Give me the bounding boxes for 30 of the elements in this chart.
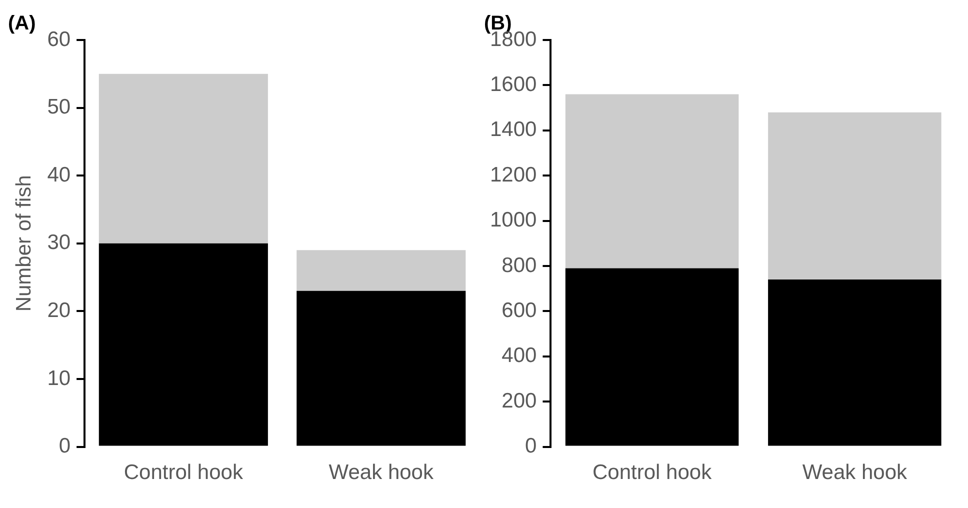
bar — [565, 94, 739, 268]
y-tick-label: 20 — [47, 298, 71, 322]
x-tick-label: Weak hook — [328, 461, 434, 484]
y-tick-label: 1000 — [490, 208, 537, 232]
x-tick-label: Weak hook — [802, 461, 908, 484]
x-tick-label: Control hook — [592, 461, 712, 484]
bar — [98, 74, 268, 244]
bar — [768, 112, 942, 280]
y-tick-label: 600 — [502, 298, 537, 322]
chart-title: (A) — [8, 12, 36, 35]
bar — [296, 290, 466, 446]
y-tick-label: 50 — [47, 96, 71, 119]
y-tick-label: 1200 — [490, 163, 537, 186]
y-tick-label: 10 — [47, 366, 71, 390]
bar — [565, 268, 739, 446]
y-tick-label: 0 — [525, 434, 537, 458]
y-tick-label: 800 — [502, 254, 537, 277]
y-tick-label: 0 — [58, 434, 71, 458]
y-tick-label: 200 — [502, 389, 537, 412]
y-tick-label: 40 — [47, 163, 71, 186]
bar — [296, 250, 466, 291]
y-tick-label: 400 — [502, 344, 537, 368]
y-tick-label: 30 — [47, 231, 71, 254]
y-tick-label: 1400 — [490, 118, 537, 142]
bar — [98, 243, 268, 446]
x-tick-label: Control hook — [124, 461, 244, 484]
bar — [768, 280, 942, 446]
y-axis-title: Number of fish — [12, 175, 36, 312]
y-tick-label: 60 — [47, 28, 71, 51]
y-tick-label: 1600 — [490, 72, 537, 96]
